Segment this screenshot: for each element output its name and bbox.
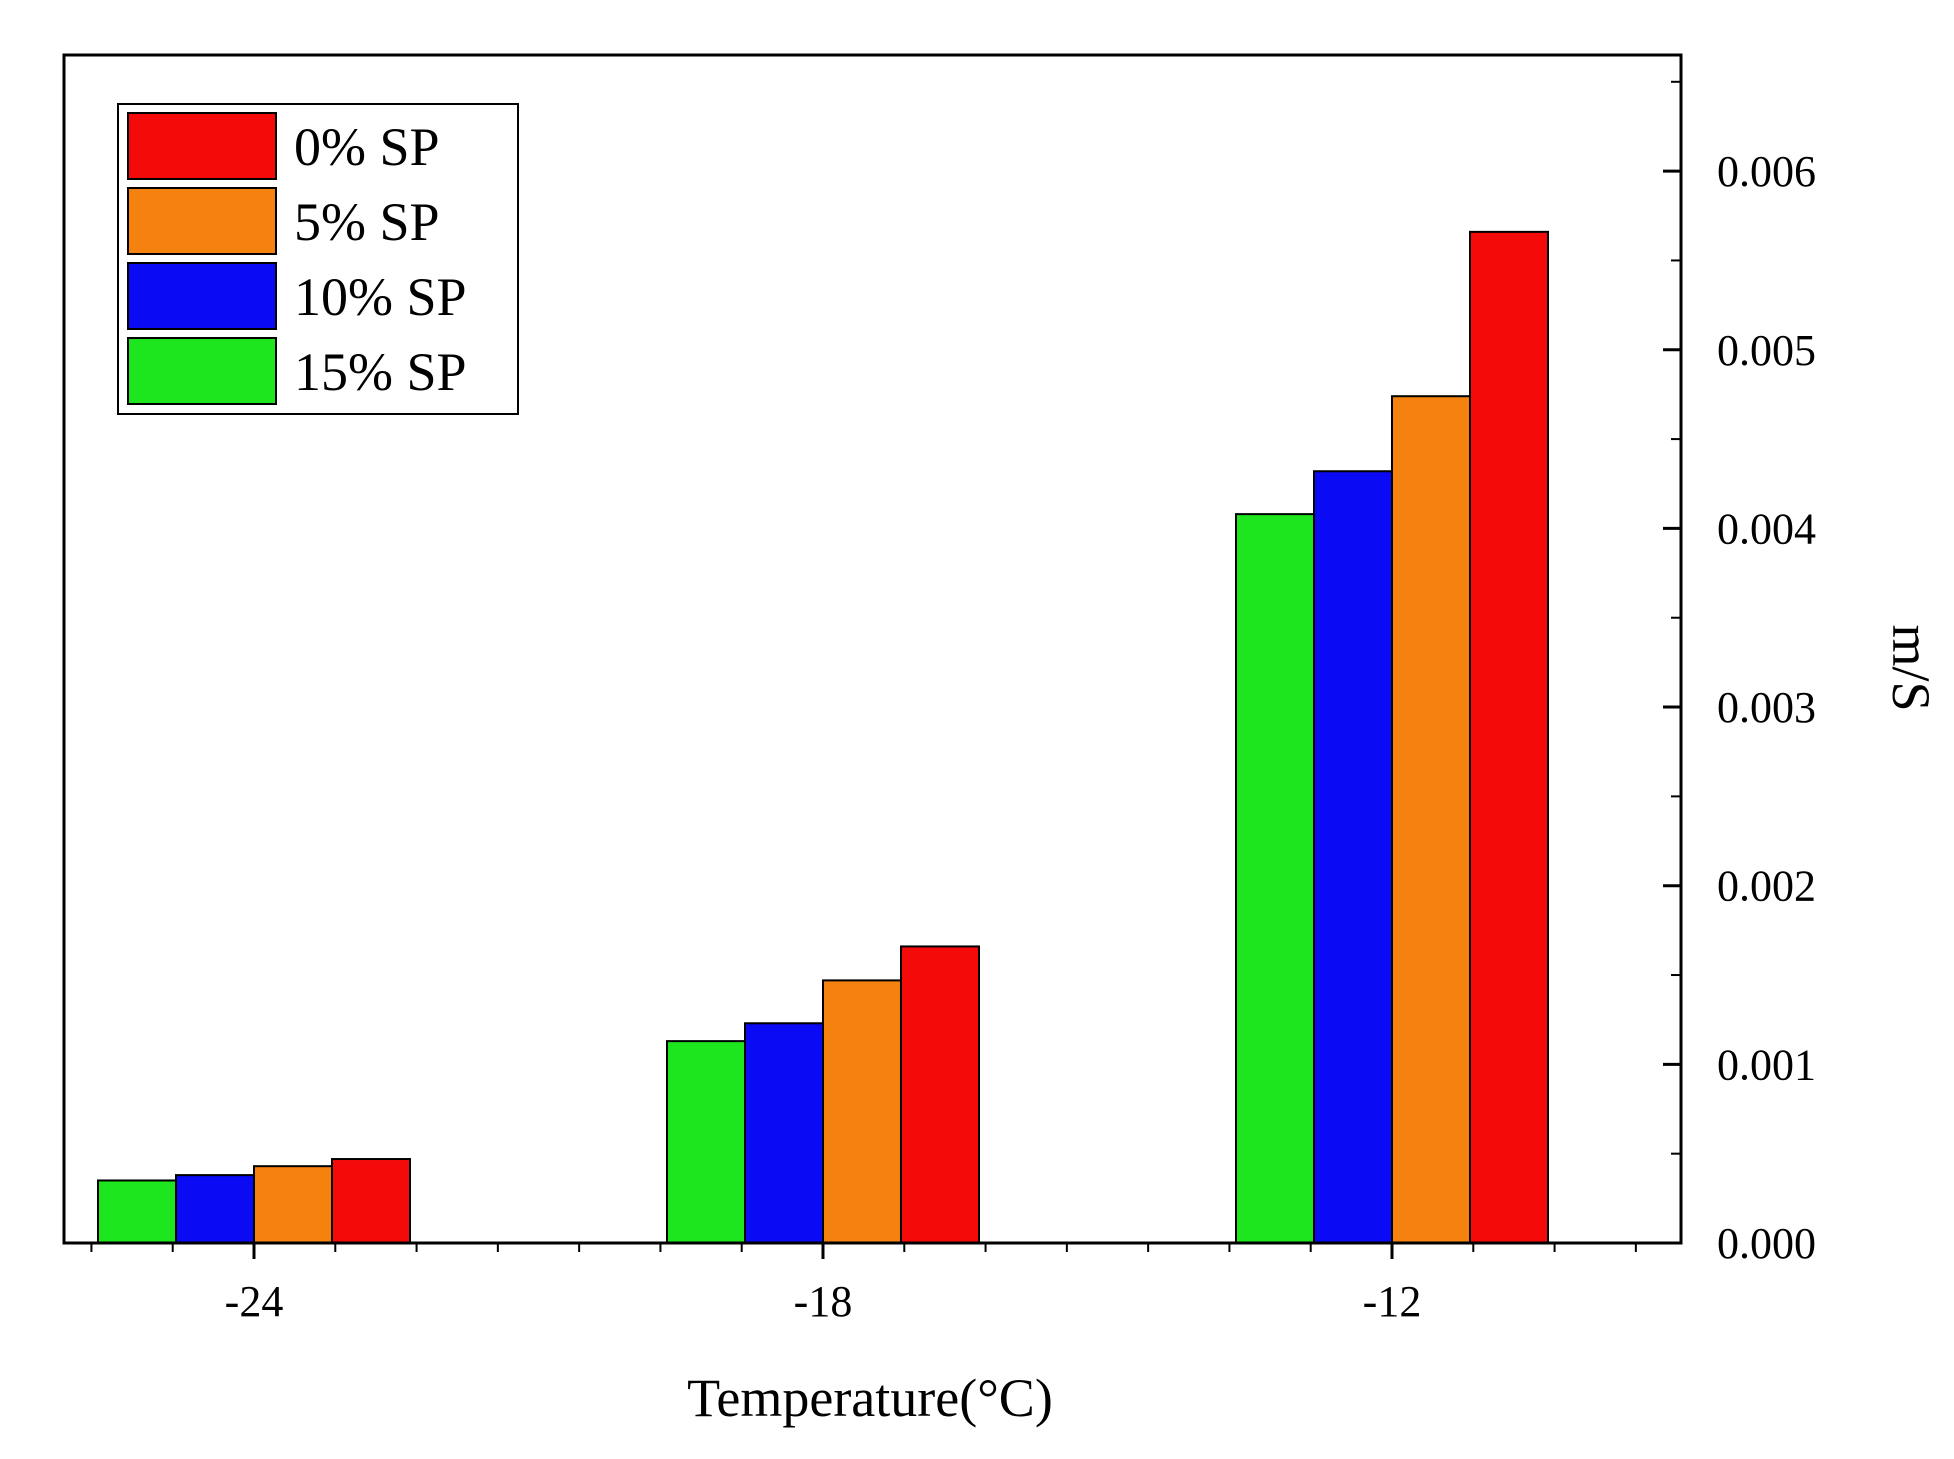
legend-swatch: [127, 112, 277, 180]
y-axis-title: m/S: [1881, 624, 1941, 711]
x-axis-title: Temperature(°C): [687, 1368, 1053, 1428]
legend-swatch: [127, 187, 277, 255]
x-tick-label: -12: [1363, 1277, 1422, 1326]
bar-0-sp--18: [900, 945, 980, 1244]
bar-15-sp--24: [97, 1179, 177, 1244]
y-tick-label: 0.003: [1717, 683, 1816, 732]
bar-0-sp--24: [331, 1158, 411, 1245]
bar-5-sp--24: [253, 1165, 333, 1245]
y-tick-label: 0.001: [1717, 1040, 1816, 1089]
legend-swatch: [127, 262, 277, 330]
bar-10-sp--18: [744, 1022, 824, 1244]
y-tick-label: 0.004: [1717, 504, 1816, 553]
x-tick-label: -18: [794, 1277, 853, 1326]
legend-label: 10% SP: [294, 267, 467, 327]
bar-5-sp--12: [1391, 395, 1471, 1244]
bar-0-sp--12: [1469, 230, 1549, 1244]
bar-15-sp--18: [666, 1040, 746, 1244]
legend-label: 15% SP: [294, 342, 467, 402]
legend: 0% SP 5% SP 10% SP 15% SP: [117, 103, 519, 415]
bar-10-sp--12: [1313, 470, 1393, 1244]
y-tick-label: 0.002: [1717, 862, 1816, 911]
y-tick-label: 0.006: [1717, 147, 1816, 196]
y-tick-label: 0.000: [1717, 1219, 1816, 1268]
bar-15-sp--12: [1235, 513, 1315, 1244]
bar-5-sp--18: [822, 979, 902, 1244]
ticks-group: 0.000 0.001 0.002 0.003 0.004 0.005 0.006 -24 -1…: [64, 80, 1816, 1326]
legend-label: 0% SP: [294, 117, 440, 177]
x-tick-label: -24: [225, 1277, 284, 1326]
bar-10-sp--24: [175, 1174, 255, 1244]
legend-label: 5% SP: [294, 192, 440, 252]
legend-swatch: [127, 337, 277, 405]
y-tick-label: 0.005: [1717, 326, 1816, 375]
